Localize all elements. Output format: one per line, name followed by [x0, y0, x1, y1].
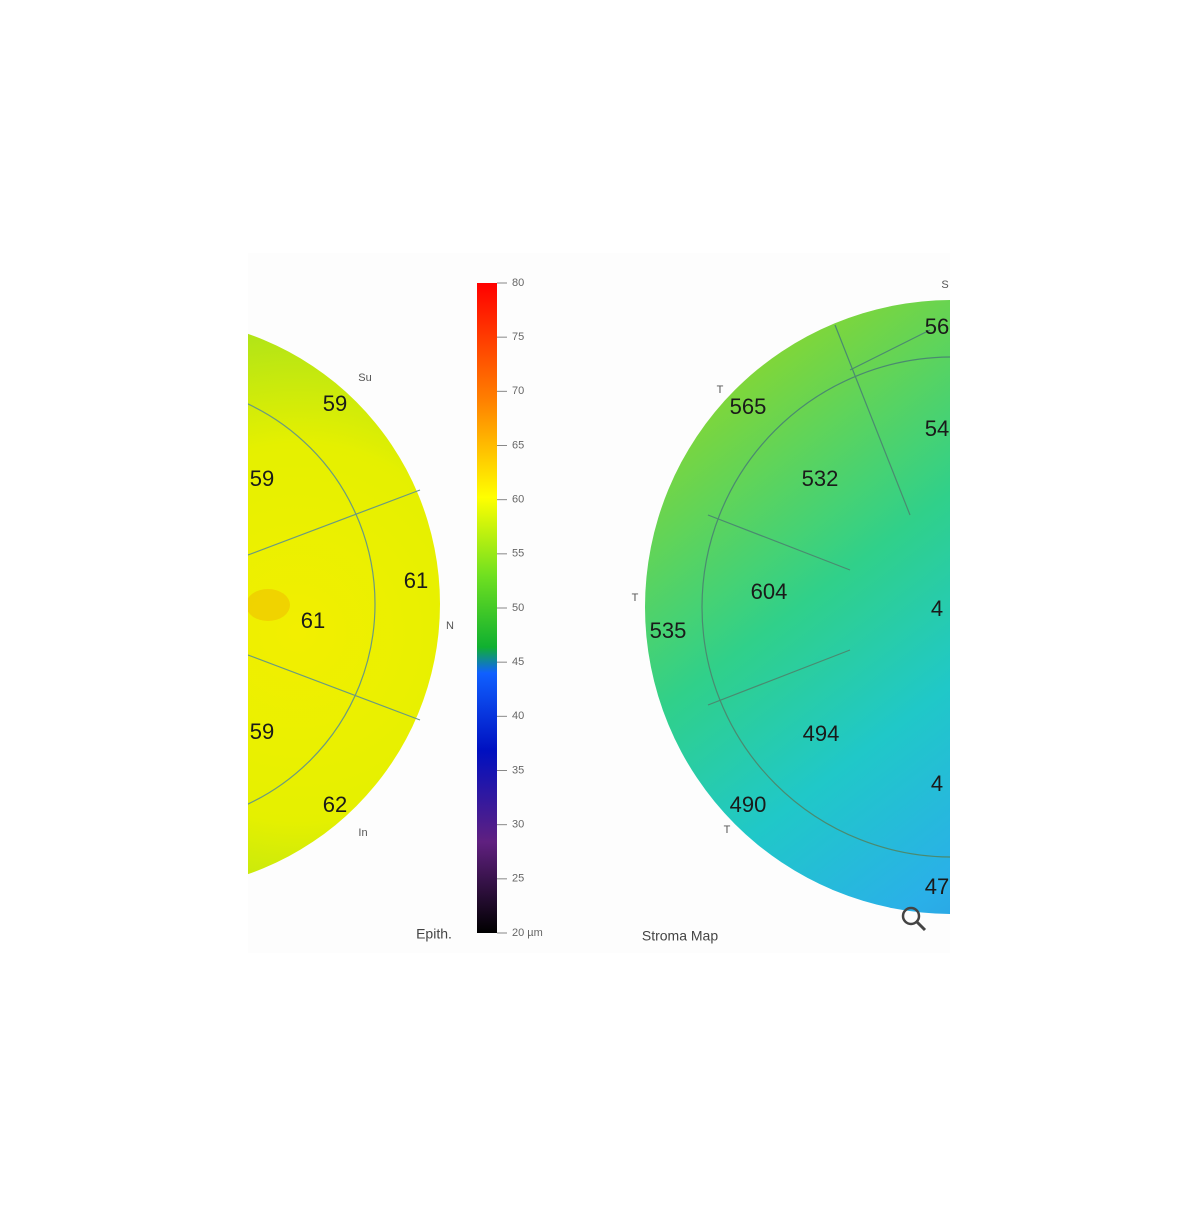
- zone-value: 54: [925, 416, 949, 441]
- sector-lines: [707, 324, 931, 706]
- zone-value: 4: [931, 771, 943, 796]
- zone-value: 490: [730, 792, 767, 817]
- stroma-map: [645, 300, 950, 914]
- maps: [248, 253, 950, 953]
- colorbar-tick-label: 20 µm: [512, 927, 543, 939]
- orientation-label: T: [717, 384, 724, 396]
- orientation-label: Su: [358, 372, 371, 384]
- zoom-icon[interactable]: [901, 906, 921, 926]
- ring: [701, 356, 950, 858]
- colorbar-tick-label: 75: [512, 331, 524, 343]
- zone-value: 4: [931, 596, 943, 621]
- zone-value: 61: [301, 608, 325, 633]
- zone-value: 61: [404, 568, 428, 593]
- sector-lines: [248, 489, 421, 721]
- zone-value: 532: [802, 466, 839, 491]
- colorbar-tick-label: 70: [512, 385, 524, 397]
- orientation-label: S: [941, 279, 948, 291]
- orientation-label: T: [724, 824, 731, 836]
- map-caption: Epith.: [416, 926, 452, 942]
- orientation-label: T: [632, 592, 639, 604]
- zone-value: 494: [803, 721, 840, 746]
- zone-value: 59: [250, 466, 274, 491]
- ring: [248, 403, 376, 805]
- colorbar-tick-label: 25: [512, 873, 524, 885]
- colorbar-tick-label: 55: [512, 548, 524, 560]
- colorbar-tick-label: 50: [512, 602, 524, 614]
- colorbar-tick-label: 80: [512, 277, 524, 289]
- colorbar: [477, 283, 497, 933]
- epith-map: [248, 333, 440, 875]
- colorbar-tick-label: 60: [512, 494, 524, 506]
- colorbar-tick-label: 40: [512, 710, 524, 722]
- zone-value: 565: [730, 394, 767, 419]
- zone-value: 47: [925, 874, 949, 899]
- hotspot: [248, 589, 290, 621]
- zone-value: 59: [323, 391, 347, 416]
- zone-value: 62: [323, 792, 347, 817]
- zoom-icon-handle: [915, 920, 927, 932]
- zone-value: 535: [650, 618, 687, 643]
- zone-value: 56: [925, 314, 949, 339]
- zone-value: 59: [250, 719, 274, 744]
- zone-value: 604: [751, 579, 788, 604]
- orientation-label: In: [358, 827, 367, 839]
- map-caption: Stroma Map: [642, 928, 718, 944]
- colorbar-tick-label: 45: [512, 656, 524, 668]
- colorbar-tick-label: 65: [512, 439, 524, 451]
- orientation-label: N: [446, 620, 454, 632]
- colorbar-tick-label: 35: [512, 764, 524, 776]
- colorbar-tick-label: 30: [512, 819, 524, 831]
